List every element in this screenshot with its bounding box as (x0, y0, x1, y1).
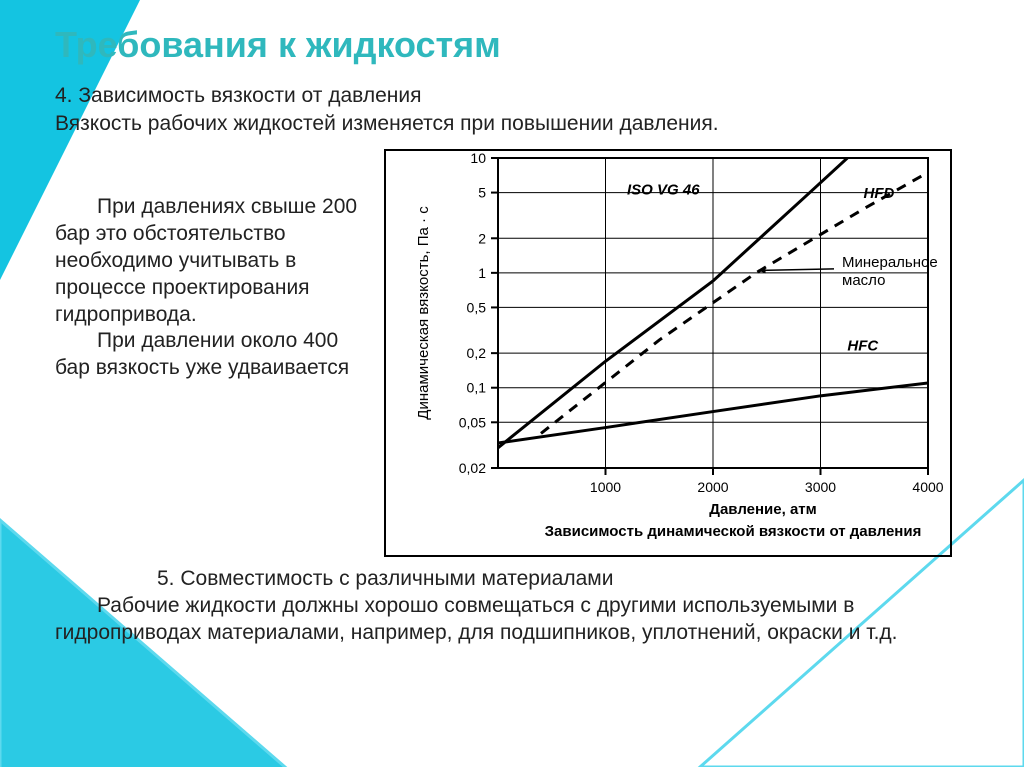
section5-text: Рабочие жидкости должны хорошо совмещать… (55, 593, 974, 647)
viscosity-chart: 1000 2000 3000 4000 0,02 0,05 0,1 0,2 0,5 1 2 5 10 Ди… (383, 148, 953, 548)
page-title: Требования к жидкостям (55, 24, 974, 66)
svg-text:Динамическая вязкость, Па · с: Динамическая вязкость, Па · с (415, 206, 432, 420)
svg-text:Давление, атм: Давление, атм (709, 501, 816, 518)
svg-text:4000: 4000 (912, 479, 943, 495)
svg-text:5: 5 (478, 185, 486, 201)
svg-text:1000: 1000 (590, 479, 621, 495)
section4-heading: 4. Зависимость вязкости от давления (55, 84, 974, 108)
svg-text:Минеральное: Минеральное (842, 254, 938, 271)
svg-text:2: 2 (478, 230, 486, 246)
svg-text:2000: 2000 (697, 479, 728, 495)
svg-text:HFD: HFD (864, 185, 895, 202)
svg-text:10: 10 (470, 150, 486, 166)
section5-heading: 5. Совместимость с различными материалам… (115, 566, 974, 593)
svg-text:0,2: 0,2 (467, 345, 487, 361)
svg-text:HFC: HFC (847, 338, 879, 355)
svg-text:ISO VG 46: ISO VG 46 (627, 182, 700, 199)
svg-text:0,1: 0,1 (467, 380, 487, 396)
svg-text:0,02: 0,02 (459, 460, 486, 476)
svg-text:0,5: 0,5 (467, 299, 487, 315)
para-1: При давлениях свыше 200 бар это обстояте… (55, 194, 365, 328)
svg-text:3000: 3000 (805, 479, 836, 495)
section4-subtext: Вязкость рабочих жидкостей изменяется пр… (55, 112, 974, 136)
para-2: При давлении около 400 бар вязкость уже … (55, 328, 365, 382)
svg-text:0,05: 0,05 (459, 414, 486, 430)
svg-text:Зависимость динамической вязко: Зависимость динамической вязкости от дав… (545, 523, 922, 540)
svg-text:1: 1 (478, 265, 486, 281)
body-paragraphs: При давлениях свыше 200 бар это обстояте… (55, 154, 365, 548)
svg-text:масло: масло (842, 272, 885, 289)
